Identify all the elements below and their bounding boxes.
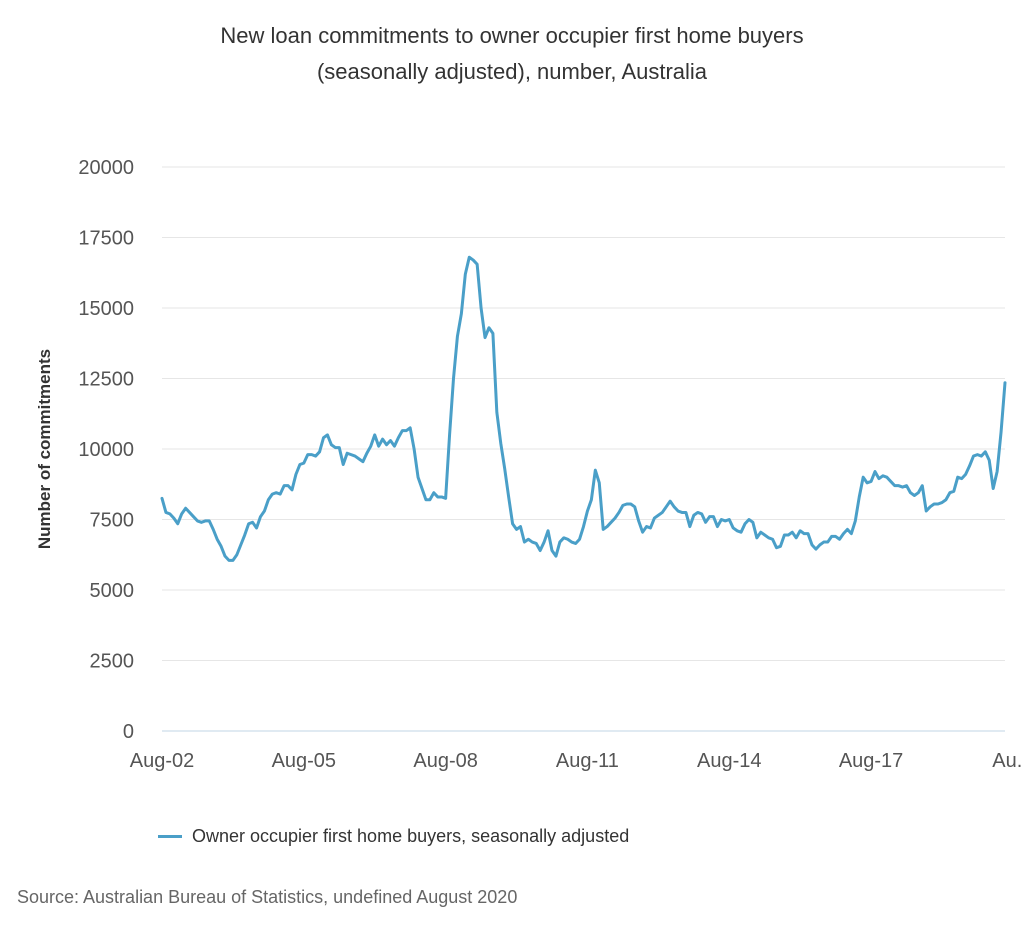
x-axis-ticks: Aug-02 Aug-05 Aug-08 Aug-11 Aug-14 Aug-17 Au..…	[130, 750, 1024, 772]
y-tick-label: 0	[123, 721, 134, 743]
line-chart: 0 2500 5000 7500 10000 12500 15000 17500 20000 A…	[35, 157, 1024, 772]
gridlines	[162, 166, 1005, 661]
chart-subtitle: (seasonally adjusted), number, Australia	[316, 59, 708, 84]
y-tick-label: 17500	[78, 228, 134, 250]
y-tick-label: 12500	[78, 369, 134, 391]
chart-title: New loan commitments to owner occupier f…	[220, 23, 804, 48]
x-tick-label: Aug-11	[556, 750, 619, 772]
y-tick-label: 7500	[90, 510, 135, 532]
y-axis-ticks: 0 2500 5000 7500 10000 12500 15000 17500 20000	[78, 157, 134, 743]
y-tick-label: 2500	[90, 651, 135, 673]
x-tick-label: Au...	[992, 750, 1024, 772]
legend-label: Owner occupier first home buyers, season…	[192, 825, 630, 846]
x-tick-label: Aug-17	[839, 750, 904, 772]
y-tick-label: 20000	[78, 157, 134, 179]
x-tick-label: Aug-14	[697, 750, 762, 772]
legend[interactable]: Owner occupier first home buyers, season…	[158, 824, 629, 848]
y-tick-label: 5000	[90, 580, 135, 602]
y-tick-label: 15000	[78, 298, 134, 320]
source-note: Source: Australian Bureau of Statistics,…	[17, 887, 518, 907]
series-line-first-home-buyers[interactable]	[160, 255, 1007, 562]
y-tick-label: 10000	[78, 439, 134, 461]
x-tick-label: Aug-02	[130, 750, 195, 772]
legend-swatch	[158, 834, 182, 838]
x-tick-label: Aug-08	[413, 750, 478, 772]
x-tick-label: Aug-05	[272, 750, 337, 772]
y-axis-label: Number of commitments	[35, 349, 54, 549]
chart-title-block: New loan commitments to owner occupier f…	[0, 18, 1024, 90]
